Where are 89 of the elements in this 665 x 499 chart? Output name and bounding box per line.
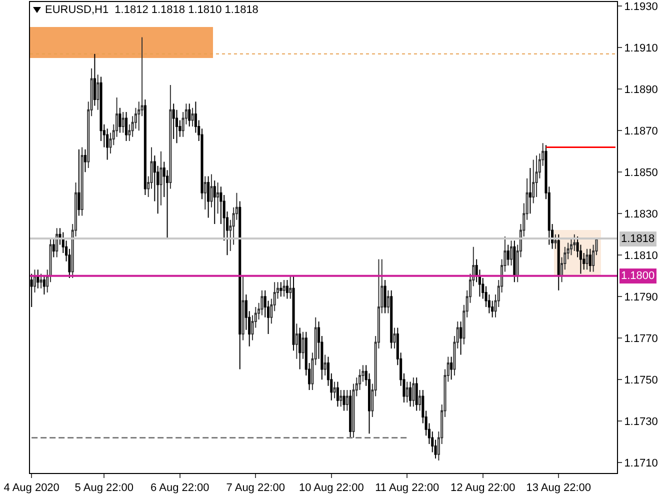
x-tick-label: 10 Aug 22:00 bbox=[298, 482, 364, 494]
y-tick-label: 1.1830 bbox=[624, 208, 658, 220]
candlestick bbox=[78, 148, 80, 216]
candlestick bbox=[336, 381, 339, 408]
candlestick bbox=[510, 240, 513, 266]
candlestick bbox=[122, 111, 124, 134]
candlestick bbox=[204, 176, 206, 210]
candlestick bbox=[280, 282, 282, 298]
candlestick bbox=[333, 381, 336, 399]
candlestick bbox=[56, 228, 58, 258]
candlestick bbox=[570, 238, 573, 256]
candlestick bbox=[160, 150, 162, 206]
candlestick bbox=[242, 275, 244, 341]
candlestick bbox=[216, 182, 220, 214]
candlestick bbox=[393, 327, 396, 350]
y-tick-label: 1.1810 bbox=[624, 250, 658, 262]
candlestick bbox=[238, 200, 242, 370]
candlestick bbox=[415, 377, 418, 412]
candlestick bbox=[210, 174, 213, 208]
ref-line-label: 1.1800 bbox=[621, 270, 655, 282]
candlestick bbox=[418, 390, 422, 412]
candlestick bbox=[93, 53, 96, 106]
y-tick-label: 1.1770 bbox=[624, 332, 658, 345]
y-tick-label: 1.1790 bbox=[624, 291, 658, 304]
candlestick bbox=[506, 244, 510, 266]
candlestick bbox=[573, 234, 576, 252]
y-tick-label: 1.1910 bbox=[624, 42, 658, 54]
x-tick-label: 11 Aug 22:00 bbox=[375, 482, 440, 494]
candlestick bbox=[40, 273, 42, 289]
y-tick-label: 1.1730 bbox=[624, 416, 658, 428]
candlestick bbox=[144, 99, 146, 196]
candlestick bbox=[460, 321, 462, 356]
candlestick bbox=[349, 390, 352, 438]
candlestick bbox=[213, 180, 216, 225]
x-tick-label: 13 Aug 22:00 bbox=[526, 482, 592, 494]
candlestick bbox=[528, 167, 532, 214]
x-tick-label: 12 Aug 22:00 bbox=[450, 482, 516, 494]
candlestick bbox=[384, 280, 386, 314]
candlestick bbox=[124, 111, 128, 142]
candlestick bbox=[346, 390, 348, 412]
candlestick bbox=[260, 290, 264, 316]
candlestick bbox=[286, 280, 288, 300]
candlestick bbox=[52, 238, 55, 258]
candlestick bbox=[513, 240, 516, 283]
candlestick bbox=[118, 107, 122, 134]
candlestick bbox=[412, 377, 415, 408]
candlestick bbox=[390, 290, 393, 350]
y-tick-label: 1.1870 bbox=[624, 125, 658, 138]
chart-title: EURUSD,H1 1.1812 1.1818 1.1810 1.1818 bbox=[45, 4, 258, 16]
candlestick bbox=[450, 356, 453, 380]
candlestick bbox=[80, 146, 84, 216]
candlestick bbox=[84, 148, 86, 173]
candlestick bbox=[172, 103, 175, 140]
candlestick bbox=[207, 176, 210, 218]
candlestick bbox=[106, 128, 109, 160]
candlestick bbox=[342, 390, 346, 412]
candlestick bbox=[36, 269, 40, 289]
candlestick bbox=[298, 327, 302, 370]
x-tick-label: 5 Aug 22:00 bbox=[74, 482, 134, 494]
candlestick bbox=[33, 269, 36, 293]
candlestick bbox=[386, 290, 390, 314]
candlestick bbox=[586, 248, 588, 270]
candlestick bbox=[340, 390, 342, 408]
ref-line-label: 1.1818 bbox=[621, 233, 655, 245]
y-tick-label: 1.1850 bbox=[624, 166, 658, 179]
candlestick bbox=[324, 354, 326, 376]
candlestick bbox=[289, 275, 292, 300]
candlestick bbox=[557, 234, 560, 291]
y-tick-label: 1.1890 bbox=[624, 84, 658, 96]
candlestick bbox=[532, 159, 535, 204]
candlestick bbox=[406, 381, 408, 403]
candlestick bbox=[96, 74, 100, 110]
y-tick-label: 1.1710 bbox=[624, 457, 658, 470]
candlestick bbox=[554, 234, 557, 250]
candlestick bbox=[588, 248, 592, 272]
y-tick-label: 1.1750 bbox=[624, 374, 658, 386]
x-tick-label: 6 Aug 22:00 bbox=[150, 482, 210, 494]
candlestick bbox=[302, 331, 304, 360]
candlestick bbox=[409, 381, 412, 408]
candlestick bbox=[282, 280, 286, 298]
x-tick-label: 4 Aug 2020 bbox=[4, 482, 60, 494]
candlestick bbox=[292, 275, 295, 352]
candlestick bbox=[191, 107, 194, 127]
y-tick-label: 1.1930 bbox=[624, 1, 658, 13]
x-tick-label: 7 Aug 22:00 bbox=[226, 482, 286, 494]
candlestick bbox=[169, 84, 172, 190]
candlestick bbox=[42, 275, 46, 296]
candlestick bbox=[295, 323, 298, 360]
candlestick bbox=[188, 103, 191, 127]
